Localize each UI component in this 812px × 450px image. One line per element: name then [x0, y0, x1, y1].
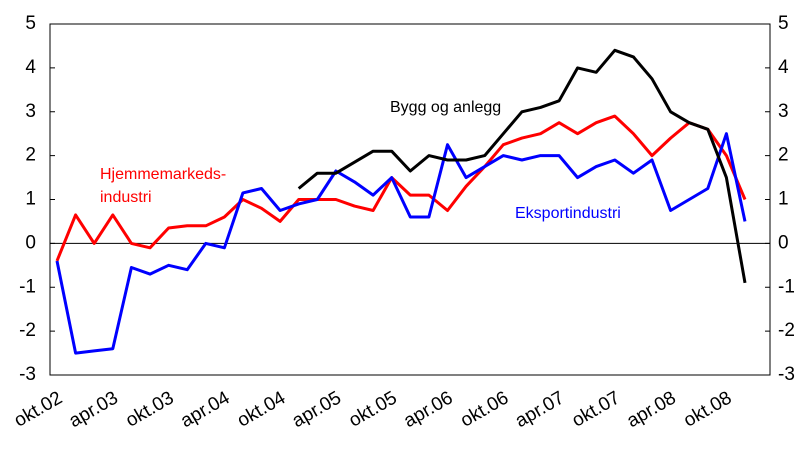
y2-tick-label: -3 — [778, 364, 795, 385]
x-tick-label: okt.03 — [122, 387, 177, 431]
y-tick-label: 4 — [25, 57, 36, 78]
x-tick-label: apr.06 — [400, 387, 456, 432]
y-tick-label: 3 — [25, 101, 36, 122]
y2-tick-label: 4 — [778, 57, 789, 78]
y2-tick-label: -2 — [778, 320, 795, 341]
y-tick-label: -2 — [19, 320, 36, 341]
y-tick-label: 0 — [25, 232, 36, 253]
series-line — [55, 132, 747, 355]
annotation: Bygg og anlegg — [390, 99, 501, 116]
x-tick-label: okt.06 — [457, 387, 512, 431]
y2-tick-label: 3 — [778, 101, 789, 122]
series-line — [297, 48, 747, 284]
y-tick-label: 5 — [25, 13, 36, 34]
y-tick-label: -3 — [19, 364, 36, 385]
y2-tick-label: 5 — [778, 13, 789, 34]
series-line — [55, 114, 747, 262]
annotation: Hjemmemarkeds- — [100, 166, 226, 183]
x-tick-label: apr.04 — [177, 387, 234, 432]
x-tick-label: apr.03 — [66, 387, 122, 432]
y2-tick-label: -1 — [778, 276, 795, 297]
y2-tick-label: 1 — [778, 189, 789, 210]
annotation: industri — [100, 189, 152, 206]
y-tick-label: -1 — [19, 276, 36, 297]
x-tick-label: okt.08 — [680, 387, 735, 431]
x-tick-label: okt.05 — [345, 387, 400, 431]
x-tick-label: apr.05 — [289, 387, 345, 432]
plot-frame — [49, 23, 771, 376]
annotation: Eksportindustri — [515, 205, 621, 222]
y-tick-label: 2 — [25, 145, 36, 166]
x-tick-label: apr.08 — [623, 387, 679, 432]
y-tick-label: 1 — [25, 189, 36, 210]
x-tick-label: apr.07 — [512, 387, 568, 432]
y2-tick-label: 0 — [778, 232, 789, 253]
x-tick-label: okt.07 — [569, 387, 624, 431]
y2-tick-label: 2 — [778, 145, 789, 166]
x-tick-label: okt.02 — [11, 387, 66, 431]
x-tick-label: okt.04 — [234, 387, 290, 431]
